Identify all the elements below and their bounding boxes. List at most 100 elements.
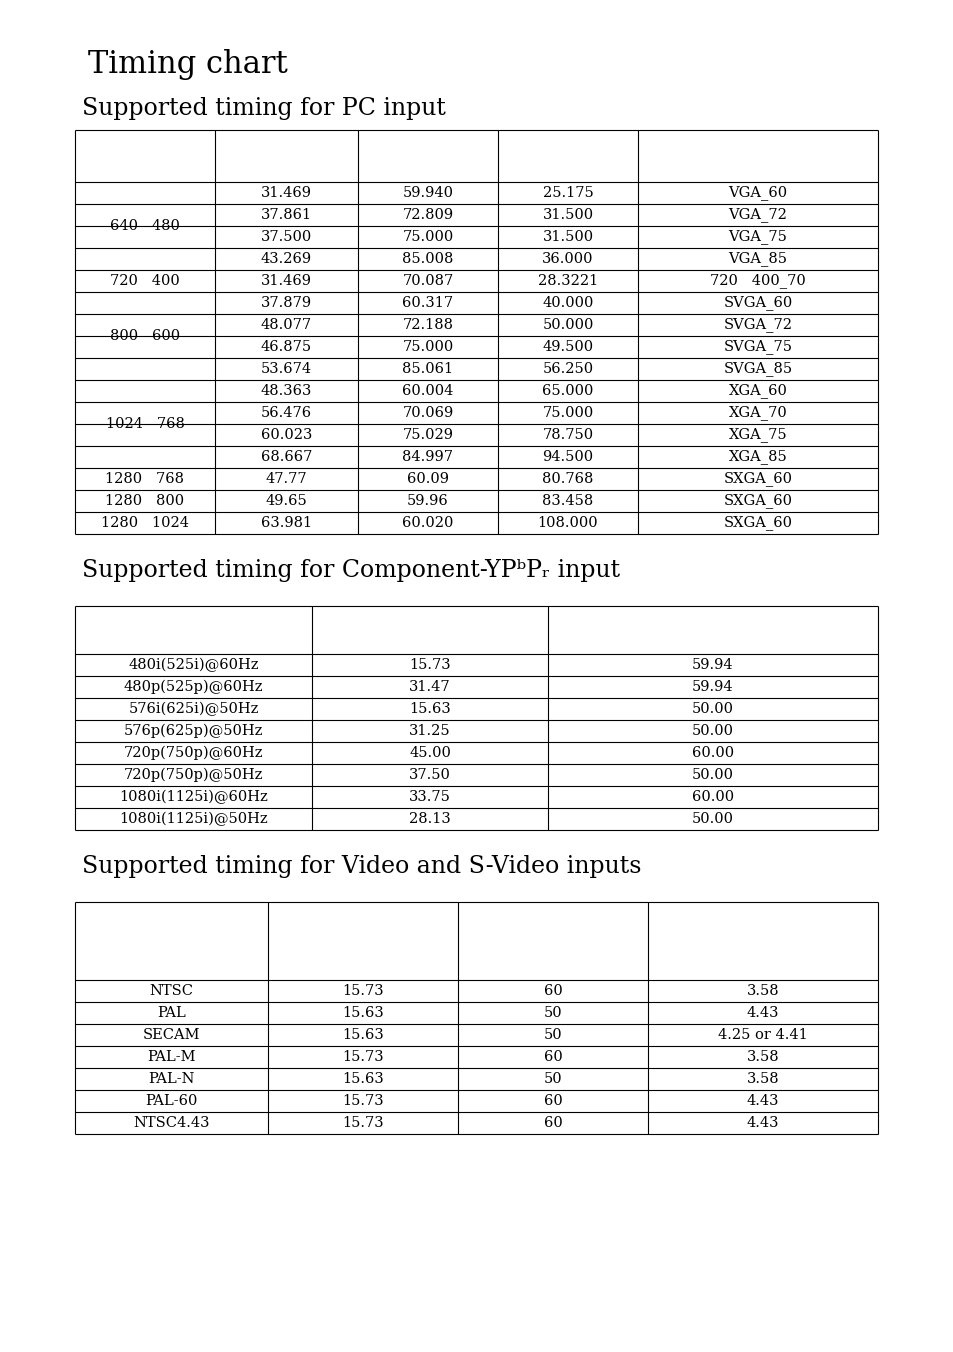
Text: 60.00: 60.00 bbox=[691, 746, 733, 760]
Text: 60.004: 60.004 bbox=[402, 384, 454, 397]
Text: 640   480: 640 480 bbox=[110, 219, 180, 233]
Text: 1280   800: 1280 800 bbox=[106, 493, 184, 508]
Text: SECAM: SECAM bbox=[143, 1028, 200, 1042]
Text: 15.63: 15.63 bbox=[342, 1072, 383, 1086]
Text: 1024   768: 1024 768 bbox=[106, 416, 184, 431]
Text: VGA_72: VGA_72 bbox=[728, 208, 786, 223]
Text: 28.3221: 28.3221 bbox=[537, 274, 598, 288]
Text: 60: 60 bbox=[543, 1115, 561, 1130]
Text: 68.667: 68.667 bbox=[260, 450, 312, 464]
Text: 33.75: 33.75 bbox=[409, 790, 451, 804]
Text: PAL: PAL bbox=[157, 1006, 186, 1019]
Text: 4.25 or 4.41: 4.25 or 4.41 bbox=[718, 1028, 807, 1042]
Text: 37.879: 37.879 bbox=[261, 296, 312, 310]
Text: 56.476: 56.476 bbox=[261, 406, 312, 420]
Text: 15.73: 15.73 bbox=[409, 658, 451, 672]
Text: 60: 60 bbox=[543, 984, 561, 998]
Text: 1080i(1125i)@50Hz: 1080i(1125i)@50Hz bbox=[119, 811, 268, 826]
Text: 56.250: 56.250 bbox=[542, 362, 593, 376]
Text: 78.750: 78.750 bbox=[542, 429, 593, 442]
Text: Supported timing for Component-YPᵇPᵣ input: Supported timing for Component-YPᵇPᵣ inp… bbox=[82, 560, 619, 583]
Text: PAL-M: PAL-M bbox=[147, 1051, 195, 1064]
Text: VGA_60: VGA_60 bbox=[728, 185, 787, 200]
Text: 53.674: 53.674 bbox=[261, 362, 312, 376]
Text: 72.809: 72.809 bbox=[402, 208, 453, 222]
Text: Timing chart: Timing chart bbox=[88, 50, 288, 81]
Text: 85.061: 85.061 bbox=[402, 362, 453, 376]
Text: SVGA_72: SVGA_72 bbox=[722, 318, 792, 333]
Text: 15.73: 15.73 bbox=[342, 1051, 383, 1064]
Text: 60.317: 60.317 bbox=[402, 296, 453, 310]
Text: SVGA_75: SVGA_75 bbox=[722, 339, 792, 354]
Text: 15.63: 15.63 bbox=[342, 1028, 383, 1042]
Text: 65.000: 65.000 bbox=[541, 384, 593, 397]
Text: VGA_75: VGA_75 bbox=[728, 230, 786, 245]
Text: 480p(525p)@60Hz: 480p(525p)@60Hz bbox=[124, 680, 263, 694]
Text: 15.73: 15.73 bbox=[342, 1094, 383, 1109]
Text: 720p(750p)@50Hz: 720p(750p)@50Hz bbox=[124, 768, 263, 783]
Text: 75.000: 75.000 bbox=[402, 230, 453, 243]
Text: 3.58: 3.58 bbox=[746, 1051, 779, 1064]
Text: 576p(625p)@50Hz: 576p(625p)@50Hz bbox=[124, 723, 263, 738]
Text: 40.000: 40.000 bbox=[541, 296, 593, 310]
Text: PAL-60: PAL-60 bbox=[145, 1094, 197, 1109]
Text: 37.50: 37.50 bbox=[409, 768, 451, 781]
Text: NTSC4.43: NTSC4.43 bbox=[133, 1115, 210, 1130]
Text: 4.43: 4.43 bbox=[746, 1006, 779, 1019]
Text: 49.65: 49.65 bbox=[265, 493, 307, 508]
Text: 480i(525i)@60Hz: 480i(525i)@60Hz bbox=[128, 658, 258, 672]
Text: 72.188: 72.188 bbox=[402, 318, 453, 333]
Text: 59.94: 59.94 bbox=[692, 658, 733, 672]
Text: Supported timing for PC input: Supported timing for PC input bbox=[82, 96, 445, 119]
Text: 50.00: 50.00 bbox=[691, 702, 733, 717]
Text: SXGA_60: SXGA_60 bbox=[722, 493, 792, 508]
Text: 48.077: 48.077 bbox=[261, 318, 312, 333]
Text: 4.43: 4.43 bbox=[746, 1115, 779, 1130]
Text: 31.500: 31.500 bbox=[542, 208, 593, 222]
Text: PAL-N: PAL-N bbox=[148, 1072, 194, 1086]
Text: 28.13: 28.13 bbox=[409, 813, 451, 826]
Text: 15.63: 15.63 bbox=[342, 1006, 383, 1019]
Text: 60.020: 60.020 bbox=[402, 516, 454, 530]
Text: 31.25: 31.25 bbox=[409, 725, 451, 738]
Text: 15.63: 15.63 bbox=[409, 702, 451, 717]
Text: 15.73: 15.73 bbox=[342, 984, 383, 998]
Text: 50: 50 bbox=[543, 1006, 561, 1019]
Text: 3.58: 3.58 bbox=[746, 1072, 779, 1086]
Text: 720p(750p)@60Hz: 720p(750p)@60Hz bbox=[124, 746, 263, 760]
Text: 63.981: 63.981 bbox=[261, 516, 312, 530]
Text: 25.175: 25.175 bbox=[542, 187, 593, 200]
Text: SVGA_60: SVGA_60 bbox=[722, 296, 792, 311]
Text: 59.96: 59.96 bbox=[407, 493, 449, 508]
Text: 43.269: 43.269 bbox=[261, 251, 312, 266]
Text: SVGA_85: SVGA_85 bbox=[722, 361, 792, 376]
Text: 50.000: 50.000 bbox=[541, 318, 593, 333]
Text: 31.47: 31.47 bbox=[409, 680, 451, 694]
Text: 37.500: 37.500 bbox=[260, 230, 312, 243]
Text: 59.940: 59.940 bbox=[402, 187, 453, 200]
Text: 720   400_70: 720 400_70 bbox=[709, 273, 805, 288]
Text: 60: 60 bbox=[543, 1094, 561, 1109]
Text: 31.469: 31.469 bbox=[261, 274, 312, 288]
Text: 50: 50 bbox=[543, 1072, 561, 1086]
Text: 60.09: 60.09 bbox=[407, 472, 449, 485]
Text: 800   600: 800 600 bbox=[110, 329, 180, 343]
Text: 47.77: 47.77 bbox=[265, 472, 307, 485]
Text: 60.023: 60.023 bbox=[260, 429, 312, 442]
Text: 70.069: 70.069 bbox=[402, 406, 453, 420]
Text: 37.861: 37.861 bbox=[261, 208, 312, 222]
Text: 85.008: 85.008 bbox=[402, 251, 454, 266]
Text: 36.000: 36.000 bbox=[541, 251, 593, 266]
Text: 75.029: 75.029 bbox=[402, 429, 453, 442]
Text: 1080i(1125i)@60Hz: 1080i(1125i)@60Hz bbox=[119, 790, 268, 804]
Text: 83.458: 83.458 bbox=[542, 493, 593, 508]
Text: 31.469: 31.469 bbox=[261, 187, 312, 200]
Text: 720   400: 720 400 bbox=[110, 274, 180, 288]
Text: SXGA_60: SXGA_60 bbox=[722, 472, 792, 487]
Text: 4.43: 4.43 bbox=[746, 1094, 779, 1109]
Text: 70.087: 70.087 bbox=[402, 274, 453, 288]
Text: XGA_75: XGA_75 bbox=[728, 427, 786, 442]
Text: 1280   1024: 1280 1024 bbox=[101, 516, 189, 530]
Text: 45.00: 45.00 bbox=[409, 746, 451, 760]
Text: XGA_70: XGA_70 bbox=[728, 406, 786, 420]
